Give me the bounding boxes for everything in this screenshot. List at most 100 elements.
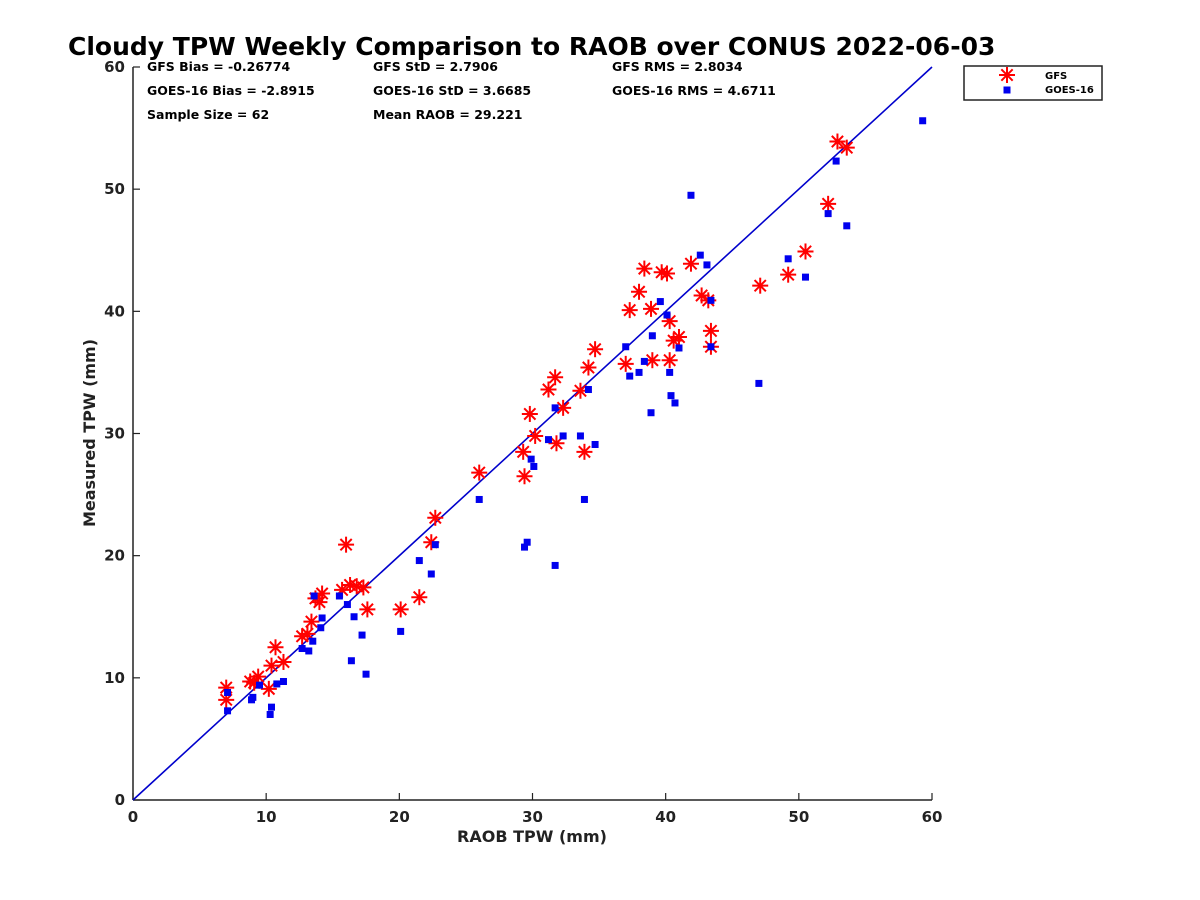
gfs-point	[661, 352, 678, 369]
gfs-point	[838, 139, 855, 156]
goes16-point	[843, 222, 851, 230]
stat-gfs-bias: GFS Bias = -0.26774	[147, 59, 290, 74]
goes16-point	[696, 251, 704, 259]
goes16-point	[305, 647, 313, 655]
goes16-point	[427, 570, 435, 578]
gfs-point	[427, 509, 444, 526]
x-ticks: 0 10 20 30 40 50 60	[128, 793, 942, 826]
gfs-point	[555, 399, 572, 416]
x-tick-label: 20	[389, 808, 410, 826]
plot-area: 0 10 20 30 40 50 60 0 10 20 30 40 50 60	[104, 58, 942, 826]
goes16-point	[707, 296, 715, 304]
goes16-point	[273, 680, 281, 688]
goes16-point	[343, 601, 351, 609]
stat-gfs-std: GFS StD = 2.7906	[373, 59, 498, 74]
gfs-point	[580, 359, 597, 376]
y-tick-label: 30	[104, 425, 125, 443]
goes16-point	[622, 343, 630, 351]
gfs-point	[540, 381, 557, 398]
goes16-point	[224, 688, 232, 696]
goes16-point	[663, 311, 671, 319]
gfs-point	[617, 355, 634, 372]
goes16-point	[267, 703, 275, 711]
goes16-point	[755, 379, 763, 387]
goes16-point	[335, 592, 343, 600]
goes16-point	[640, 357, 648, 365]
series-gfs	[218, 133, 855, 708]
goes16-point	[350, 613, 358, 621]
goes16-point	[824, 210, 832, 218]
goes16-point	[667, 392, 675, 400]
gfs-point	[275, 653, 292, 670]
goes16-point	[576, 432, 584, 440]
goes16-point	[666, 368, 674, 376]
gfs-point	[636, 260, 653, 277]
goes16-point	[647, 409, 655, 417]
gfs-point	[267, 639, 284, 656]
gfs-point	[260, 680, 277, 697]
goes16-point	[397, 627, 405, 635]
x-tick-label: 40	[655, 808, 676, 826]
y-ticks: 0 10 20 30 40 50 60	[104, 58, 140, 809]
goes16-point	[362, 670, 370, 678]
goes16-point	[266, 710, 274, 718]
goes16-point	[523, 538, 531, 546]
chart-title: Cloudy TPW Weekly Comparison to RAOB ove…	[68, 32, 995, 61]
legend-box	[963, 65, 1103, 101]
goes16-point	[671, 399, 679, 407]
goes16-point	[347, 657, 355, 665]
goes16-point	[249, 693, 257, 701]
goes16-point	[656, 298, 664, 306]
goes16-point	[521, 543, 529, 551]
stat-goes-std: GOES-16 StD = 3.6685	[373, 83, 531, 98]
gfs-point	[548, 435, 565, 452]
goes16-point	[530, 462, 538, 470]
gfs-point	[682, 255, 699, 272]
y-tick-label: 10	[104, 669, 125, 687]
gfs-point	[521, 405, 538, 422]
gfs-point	[471, 464, 488, 481]
gfs-point	[303, 613, 320, 630]
legend: GFS GOES-16	[963, 65, 1103, 101]
goes16-point	[279, 677, 287, 685]
goes16-point	[224, 707, 232, 715]
stat-goes-rms: GOES-16 RMS = 4.6711	[612, 83, 776, 98]
gfs-point	[338, 536, 355, 553]
stat-goes-bias: GOES-16 Bias = -2.8915	[147, 83, 315, 98]
series-goes16	[224, 117, 927, 718]
y-tick-label: 20	[104, 547, 125, 565]
legend-goes16-square	[1003, 86, 1011, 94]
y-tick-label: 40	[104, 302, 125, 320]
gfs-point	[411, 589, 428, 606]
gfs-point	[670, 328, 687, 345]
gfs-point	[547, 369, 564, 386]
goes16-point	[832, 157, 840, 165]
goes16-point	[703, 261, 711, 269]
goes16-point	[784, 255, 792, 263]
gfs-point	[621, 302, 638, 319]
gfs-point	[392, 601, 409, 618]
gfs-point	[797, 243, 814, 260]
goes16-point	[431, 541, 439, 549]
goes16-point	[580, 495, 588, 503]
x-axis-label: RAOB TPW (mm)	[457, 827, 607, 846]
y-tick-label: 0	[115, 791, 125, 809]
gfs-point	[631, 283, 648, 300]
gfs-point	[515, 443, 532, 460]
goes16-point	[551, 404, 559, 412]
stats-block: GFS Bias = -0.26774 GFS StD = 2.7906 GFS…	[147, 59, 776, 122]
legend-gfs-label: GFS	[1045, 71, 1067, 82]
y-axis-label: Measured TPW (mm)	[80, 339, 99, 527]
goes16-point	[475, 495, 483, 503]
legend-goes16-marker	[1003, 86, 1011, 94]
goes16-point	[318, 614, 326, 622]
goes16-point	[559, 432, 567, 440]
goes16-point	[648, 332, 656, 340]
goes16-point	[527, 455, 535, 463]
gfs-point	[527, 427, 544, 444]
x-tick-label: 30	[522, 808, 543, 826]
legend-gfs-asterisk	[999, 67, 1015, 83]
gfs-point	[658, 265, 675, 282]
goes16-point	[687, 191, 695, 199]
